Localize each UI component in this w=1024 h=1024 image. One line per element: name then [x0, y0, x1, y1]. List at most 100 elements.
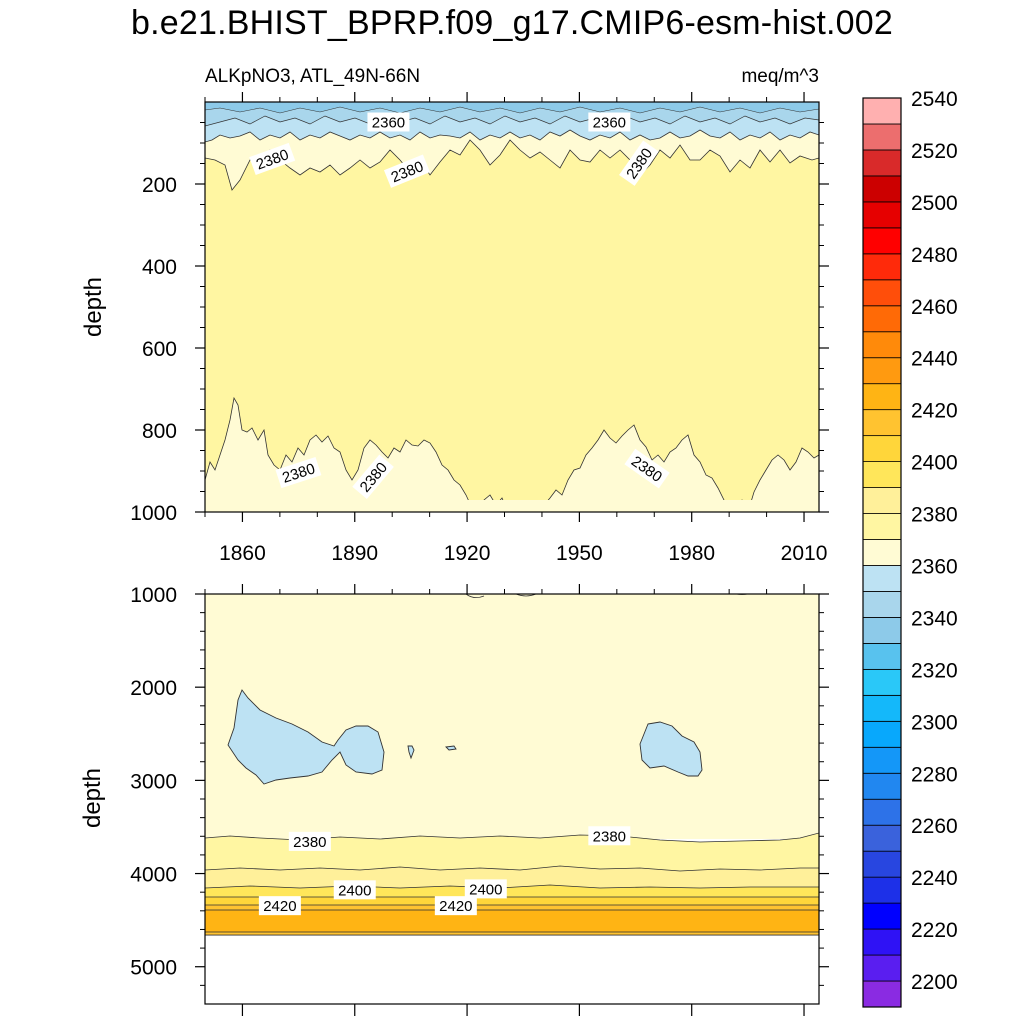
colorbar-swatch	[862, 279, 902, 307]
y-tick-label: 600	[142, 338, 177, 361]
colorbar-swatch	[862, 357, 902, 385]
colorbar-swatch	[862, 928, 902, 956]
contour-label-text: 2400	[469, 881, 502, 898]
colorbar-label: 2500	[911, 192, 958, 215]
lower-blob-2360-c	[445, 745, 457, 751]
upper-fill-2370-2380-deep-bottom	[205, 500, 819, 512]
colorbar-label: 2420	[911, 400, 958, 423]
colorbar-swatch	[862, 902, 902, 930]
y-tick-label: 400	[142, 256, 177, 279]
contour-label-box	[383, 154, 431, 188]
lower-fill-2370-2380	[205, 594, 819, 839]
upper-right-string: meq/m^3	[741, 66, 819, 87]
colorbar-label: 2260	[911, 815, 958, 838]
colorbar-label: 2520	[911, 140, 958, 163]
x-tick-label: 1920	[444, 542, 491, 565]
y-tick-label: 200	[142, 174, 177, 197]
colorbar-swatch	[862, 383, 902, 411]
contour-label-box	[464, 879, 507, 899]
colorbar-swatch	[862, 591, 902, 618]
colorbar-swatch	[862, 487, 902, 514]
colorbar-swatch	[862, 720, 902, 748]
colorbar-swatch	[862, 461, 902, 488]
contour-label-box	[434, 896, 477, 916]
upper-panel: ALKpNO3, ATL_49N-66N meq/m^3 depth 2360 2…	[80, 66, 829, 565]
colorbar-label: 2480	[911, 244, 958, 267]
contour-label-text: 2380	[593, 828, 626, 845]
colorbar-swatch	[862, 435, 902, 462]
lower-x-ticks	[204, 584, 805, 1016]
lower-blob-2360-b	[407, 745, 415, 760]
colorbar-label: 2340	[911, 607, 958, 630]
contour-label-text: 2360	[372, 115, 405, 132]
x-tick-label: 1890	[331, 542, 378, 565]
upper-y-axis: 200 400 600 800 1000	[130, 122, 829, 525]
contour-label-box	[624, 448, 670, 489]
colorbar-label: 2380	[911, 504, 958, 527]
colorbar-swatch	[862, 175, 902, 203]
y-tick-label: 3000	[130, 770, 177, 793]
x-tick-label: 1980	[668, 542, 715, 565]
colorbar-frame	[862, 97, 902, 1008]
contour-label: 2400	[464, 879, 507, 899]
colorbar-swatch	[862, 227, 902, 255]
contour-label-box	[249, 142, 296, 176]
colorbar-swatch	[862, 97, 902, 125]
colorbar-swatch	[862, 201, 902, 229]
colorbar-label: 2200	[911, 971, 958, 994]
colorbar-swatch	[862, 876, 902, 904]
colorbar-swatch	[862, 565, 902, 592]
contour-label-text: 2360	[593, 115, 626, 132]
lower-ylabel: depth	[79, 768, 106, 828]
lower-blob-2360-d	[639, 721, 703, 777]
contour-label-box	[352, 454, 394, 500]
colorbar-swatch	[862, 253, 902, 281]
figure-title: b.e21.BHIST_BPRP.f09_g17.CMIP6-esm-hist.…	[130, 4, 894, 42]
colorbar-swatch	[862, 409, 902, 437]
colorbar-label: 2300	[911, 711, 958, 734]
lower-contour-field	[205, 594, 819, 1004]
lower-y-axis: 1000 2000 3000 4000 5000	[130, 584, 829, 986]
colorbar-swatch	[862, 772, 902, 800]
contour-label-box	[619, 140, 659, 186]
y-tick-label: 2000	[130, 677, 177, 700]
colorbar-label: 2400	[911, 452, 958, 475]
contour-label: 2360	[588, 112, 631, 132]
colorbar-swatch	[862, 539, 902, 566]
colorbar-label: 2320	[911, 659, 958, 682]
contour-label-box	[288, 831, 331, 851]
upper-left-string: ALKpNO3, ATL_49N-66N	[205, 66, 420, 87]
contour-label-text: 2420	[263, 898, 296, 915]
colorbar-swatch	[862, 123, 902, 151]
contour-label-text: 2400	[338, 882, 371, 899]
colorbar-swatch	[862, 798, 902, 826]
colorbar-swatch	[862, 331, 902, 359]
y-tick-label: 1000	[130, 584, 177, 607]
y-tick-label: 1000	[130, 502, 177, 525]
contour-label-box	[275, 457, 322, 489]
contour-label-box	[588, 112, 631, 132]
contour-label-box	[367, 112, 410, 132]
contour-label: 2400	[333, 880, 376, 900]
lower-fill-2430-2440	[205, 909, 819, 933]
colorbar-label: 2360	[911, 555, 958, 578]
colorbar-swatch	[862, 954, 902, 982]
contour-label: 2380	[288, 831, 331, 851]
colorbar-label: 2240	[911, 867, 958, 890]
x-tick-label: 2010	[781, 542, 828, 565]
colorbar-swatch	[862, 850, 902, 878]
x-tick-label: 1950	[556, 542, 603, 565]
colorbar: 2200 2220 2240 2260 2280 2300 2320 2340 2360 2380…	[862, 88, 958, 1008]
colorbar-swatch	[862, 149, 902, 177]
upper-fill-2340-2350-surface	[205, 102, 819, 114]
colorbar-swatch	[862, 694, 902, 722]
colorbar-swatch	[862, 643, 902, 670]
contour-label-text: 2420	[439, 898, 472, 915]
colorbar-label: 2440	[911, 348, 958, 371]
y-tick-label: 800	[142, 420, 177, 443]
colorbar-swatch	[862, 824, 902, 852]
y-tick-label: 5000	[130, 957, 177, 980]
upper-contour-field	[205, 102, 819, 512]
